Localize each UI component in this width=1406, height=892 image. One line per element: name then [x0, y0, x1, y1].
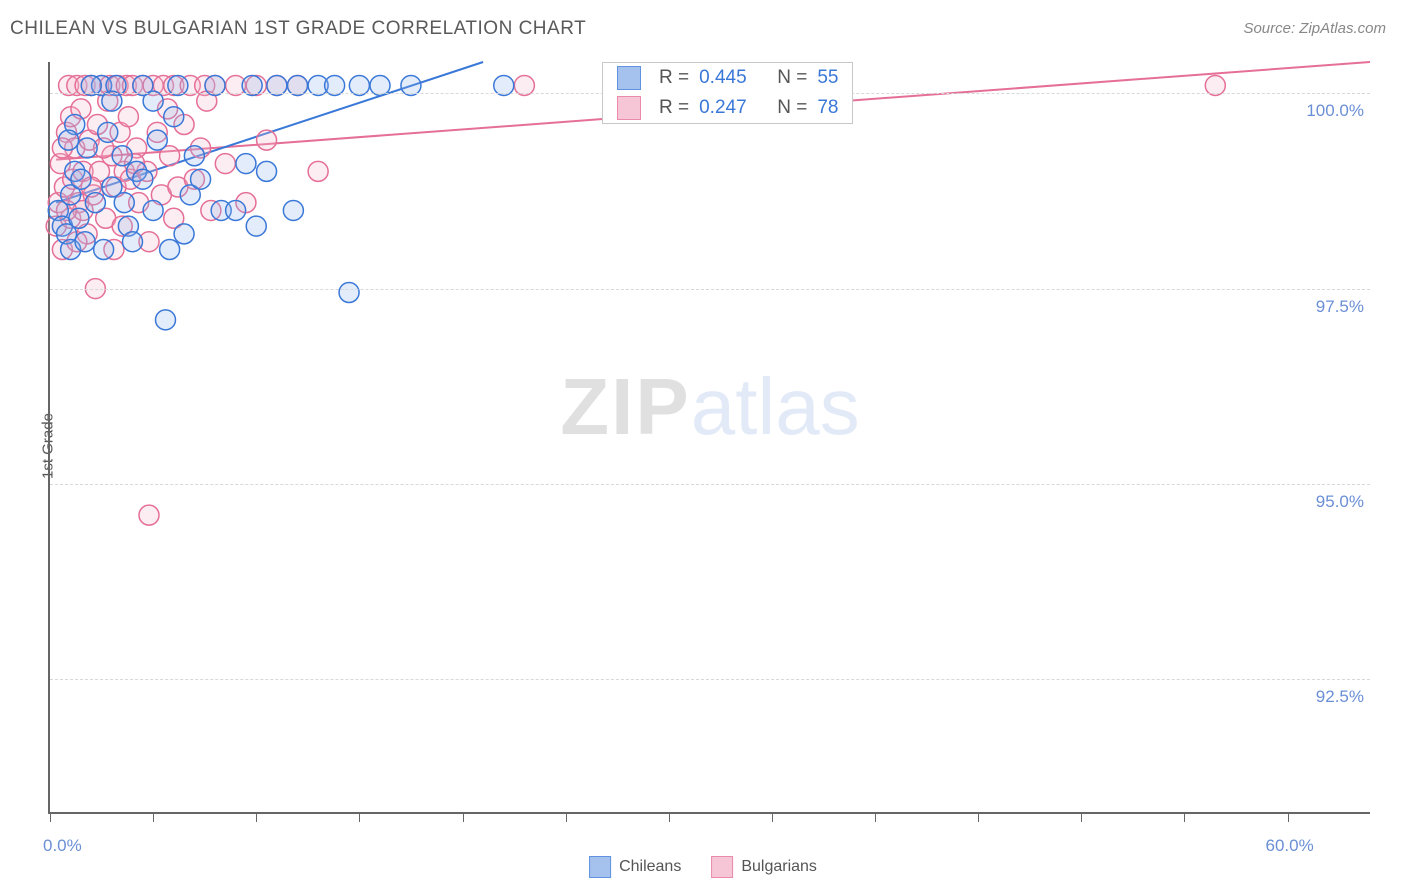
swatch-icon: [711, 856, 733, 878]
y-tick-label: 92.5%: [1316, 687, 1364, 707]
x-tick: [1081, 812, 1082, 822]
data-point-chileans: [71, 169, 91, 189]
gridline: [50, 289, 1370, 290]
x-tick: [669, 812, 670, 822]
data-point-chileans: [226, 200, 246, 220]
legend-item-chileans: Chileans: [589, 856, 681, 878]
data-point-chileans: [123, 232, 143, 252]
stats-row-chileans: R = 0.445 N = 55: [603, 63, 852, 93]
stats-n-value: 55: [817, 67, 838, 89]
chart-container: { "title": "CHILEAN VS BULGARIAN 1ST GRA…: [0, 0, 1406, 892]
gridline: [50, 679, 1370, 680]
legend-label: Bulgarians: [741, 858, 817, 875]
x-tick: [566, 812, 567, 822]
data-point-chileans: [69, 208, 89, 228]
data-point-chileans: [236, 154, 256, 174]
plot-area: ZIPatlas R = 0.445 N = 55R = 0.247 N = 7…: [48, 62, 1370, 814]
plot-svg: [50, 62, 1370, 812]
x-tick: [772, 812, 773, 822]
data-point-chileans: [59, 130, 79, 150]
data-point-chileans: [94, 240, 114, 260]
stats-r-label: R =: [659, 97, 689, 119]
legend-label: Chileans: [619, 858, 681, 875]
y-tick-label: 97.5%: [1316, 297, 1364, 317]
stats-n-label: N =: [777, 97, 807, 119]
data-point-chileans: [257, 161, 277, 181]
data-point-chileans: [246, 216, 266, 236]
data-point-chileans: [98, 122, 118, 142]
stats-r-value: 0.445: [699, 67, 747, 89]
x-tick: [1288, 812, 1289, 822]
data-point-chileans: [160, 240, 180, 260]
data-point-chileans: [164, 107, 184, 127]
data-point-chileans: [283, 200, 303, 220]
stats-r-value: 0.247: [699, 97, 747, 119]
swatch-icon: [589, 856, 611, 878]
data-point-bulgarians: [139, 505, 159, 525]
data-point-chileans: [112, 146, 132, 166]
data-point-chileans: [156, 310, 176, 330]
data-point-chileans: [77, 138, 97, 158]
swatch-icon: [617, 96, 641, 120]
data-point-chileans: [133, 169, 153, 189]
data-point-chileans: [184, 146, 204, 166]
data-point-bulgarians: [215, 154, 235, 174]
data-point-chileans: [85, 193, 105, 213]
legend-item-bulgarians: Bulgarians: [711, 856, 817, 878]
data-point-chileans: [339, 282, 359, 302]
x-tick: [463, 812, 464, 822]
source-label: Source: ZipAtlas.com: [1243, 20, 1386, 37]
x-tick: [1184, 812, 1185, 822]
stats-r-label: R =: [659, 67, 689, 89]
x-tick: [50, 812, 51, 822]
data-point-chileans: [75, 232, 95, 252]
stats-n-label: N =: [777, 67, 807, 89]
gridline: [50, 484, 1370, 485]
data-point-chileans: [174, 224, 194, 244]
y-tick-label: 95.0%: [1316, 492, 1364, 512]
stats-n-value: 78: [817, 97, 838, 119]
x-tick-label-right: 60.0%: [1266, 836, 1314, 856]
data-point-chileans: [147, 130, 167, 150]
y-tick-label: 100.0%: [1306, 101, 1364, 121]
x-tick: [978, 812, 979, 822]
data-point-chileans: [114, 193, 134, 213]
data-point-bulgarians: [118, 107, 138, 127]
chart-title: CHILEAN VS BULGARIAN 1ST GRADE CORRELATI…: [10, 18, 586, 40]
legend-bottom: Chileans Bulgarians: [589, 856, 817, 878]
stats-legend-box: R = 0.445 N = 55R = 0.247 N = 78: [602, 62, 853, 124]
data-point-chileans: [191, 169, 211, 189]
data-point-bulgarians: [257, 130, 277, 150]
x-tick: [875, 812, 876, 822]
x-tick: [256, 812, 257, 822]
swatch-icon: [617, 66, 641, 90]
x-tick: [359, 812, 360, 822]
x-tick-label-left: 0.0%: [43, 836, 82, 856]
stats-row-bulgarians: R = 0.247 N = 78: [603, 93, 852, 123]
x-tick: [153, 812, 154, 822]
data-point-bulgarians: [308, 161, 328, 181]
data-point-chileans: [143, 200, 163, 220]
